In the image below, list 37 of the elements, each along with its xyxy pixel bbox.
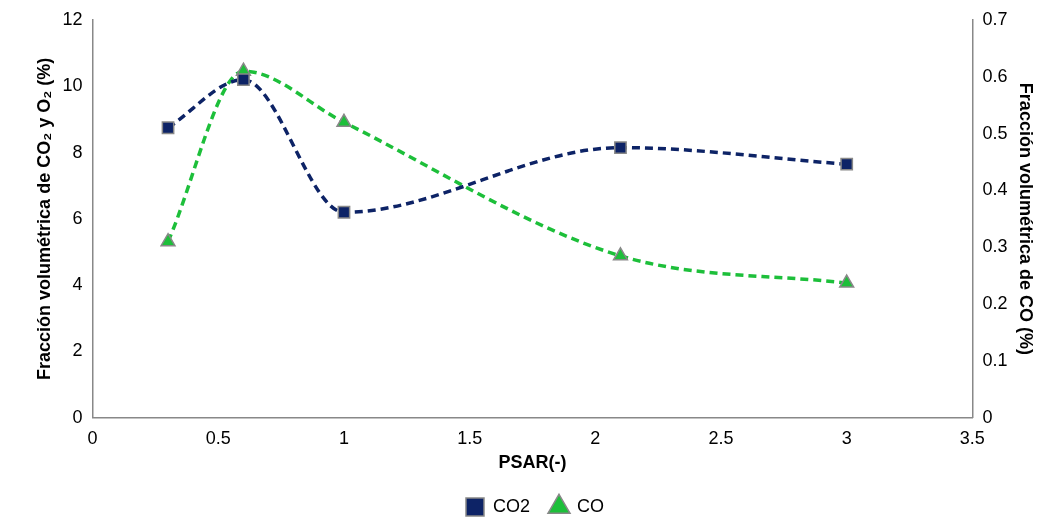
- y-tick-label: 4: [72, 274, 83, 295]
- x-tick-label: 3.5: [959, 427, 985, 448]
- y-tick-label: 6: [72, 207, 83, 228]
- y2-tick-label: 0.2: [982, 293, 1008, 314]
- y-tick-label: 8: [72, 141, 83, 162]
- y-tick-label: 0: [72, 406, 83, 427]
- y2-tick-label: 0.6: [982, 65, 1008, 86]
- point: [337, 205, 351, 219]
- x-tick-label: 0: [87, 427, 98, 448]
- x-tick-label: 2.5: [708, 427, 734, 448]
- point: [237, 73, 250, 87]
- point: [840, 157, 854, 171]
- point: [614, 141, 627, 155]
- y2-tick-label: 0.1: [982, 349, 1008, 370]
- x-tick-label: 1.5: [457, 427, 483, 448]
- y-tick-label: 12: [62, 8, 83, 29]
- y-axis-title: Fracción volumétrica de CO₂ y O₂ (%): [33, 57, 54, 380]
- y2-tick-label: 0: [982, 406, 993, 427]
- point: [161, 121, 175, 135]
- point: [336, 113, 352, 128]
- y2-tick-label: 0.3: [982, 236, 1008, 257]
- point: [612, 247, 629, 261]
- y2-tick-label: 0.4: [982, 179, 1008, 200]
- y-tick-label: 2: [72, 340, 83, 361]
- x-tick-label: 0.5: [205, 427, 231, 448]
- x-tick-label: 1: [338, 427, 349, 448]
- point: [160, 232, 176, 247]
- y2-axis-title: Fracción volumétrica de CO (%): [1016, 82, 1037, 355]
- legend-label: CO: [577, 495, 605, 516]
- point: [839, 274, 855, 288]
- y2-tick-label: 0.5: [982, 122, 1008, 143]
- y-tick-label: 10: [62, 75, 83, 96]
- x-tick-label: 3: [841, 427, 852, 448]
- x-tick-label: 2: [590, 427, 601, 448]
- y2-tick-label: 0.7: [982, 8, 1008, 29]
- legend-label: CO2: [492, 495, 531, 516]
- x-axis-title: PSAR(-): [498, 452, 567, 473]
